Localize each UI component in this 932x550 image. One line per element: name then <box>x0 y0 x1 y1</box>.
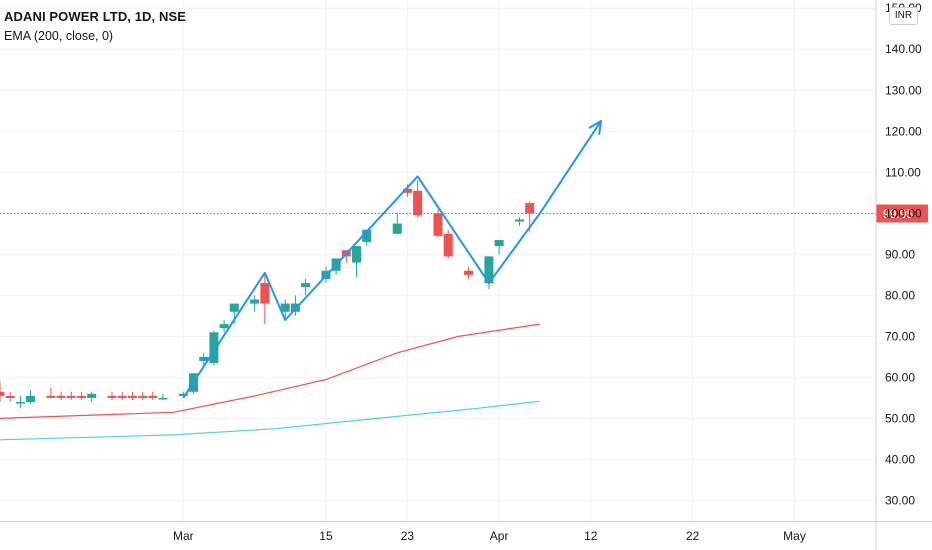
candle-body <box>250 299 260 304</box>
candle-body <box>219 324 229 329</box>
candle-body <box>56 395 66 398</box>
candle-body <box>525 203 535 214</box>
symbol-title: ADANI POWER LTD, 1D, NSE <box>4 9 187 24</box>
y-tick-label: 50.00 <box>885 411 915 425</box>
currency-button[interactable]: INR <box>889 7 918 25</box>
y-tick-label: 130.00 <box>885 83 922 97</box>
candle-body <box>158 397 168 400</box>
candle-body <box>464 270 474 275</box>
candle-body <box>362 229 372 243</box>
arrow-head <box>588 120 602 135</box>
candlestick-series <box>0 180 535 409</box>
y-tick-label: 100.00 <box>885 206 922 220</box>
y-tick-label: 60.00 <box>885 370 915 384</box>
zigzag-line <box>182 120 602 399</box>
y-tick-label: 40.00 <box>885 452 915 466</box>
candle-body <box>494 239 504 247</box>
y-tick-label: 140.00 <box>885 42 922 56</box>
candle-body <box>392 223 402 234</box>
candle-body <box>127 395 137 398</box>
candle-body <box>26 395 36 403</box>
candle-body <box>402 188 412 193</box>
candle-body <box>199 356 209 362</box>
ema-lines <box>0 323 540 441</box>
x-tick-label: 12 <box>584 529 598 543</box>
candle-body <box>0 391 5 396</box>
candle-body <box>229 303 239 312</box>
candle-body <box>107 395 117 398</box>
ema-line-cyan <box>0 400 540 441</box>
candle-body <box>148 395 158 398</box>
candle-body <box>5 395 15 398</box>
candle-body <box>301 283 311 288</box>
x-tick-label: 22 <box>686 529 700 543</box>
y-tick-label: 110.00 <box>885 165 921 179</box>
x-tick-label: 15 <box>319 529 333 543</box>
candle-body <box>260 283 270 304</box>
y-tick-label: 70.00 <box>885 329 915 343</box>
candle-body <box>15 402 25 404</box>
candle-body <box>433 213 443 236</box>
price-label: 99.95 <box>883 207 913 221</box>
last-price-line: 99.95 <box>0 204 928 223</box>
candle-body <box>443 233 453 257</box>
x-tick-label: May <box>783 529 806 543</box>
candle-body <box>76 395 86 398</box>
candle-body <box>138 395 148 398</box>
candle-body <box>352 246 362 263</box>
candle-body <box>209 332 219 364</box>
indicator-label: EMA (200, close, 0) <box>4 29 114 43</box>
grid-lines <box>0 0 876 521</box>
price-label-bg <box>876 204 928 223</box>
x-tick-label: 23 <box>401 529 415 543</box>
candle-body <box>117 395 127 398</box>
chart-legend: ADANI POWER LTD, 1D, NSE EMA (200, close… <box>4 9 186 43</box>
candle-body <box>178 393 188 396</box>
candle-body <box>46 395 56 398</box>
candle-body <box>66 395 76 398</box>
y-tick-label: 80.00 <box>885 288 915 302</box>
x-tick-label: Apr <box>490 529 509 543</box>
candle-body <box>280 303 290 312</box>
y-tick-label: 30.00 <box>885 493 915 507</box>
candle-body <box>484 256 494 284</box>
candle-body <box>87 393 97 398</box>
candle-body <box>514 219 524 222</box>
zigzag-drawing[interactable] <box>182 120 602 399</box>
y-tick-label: 120.00 <box>885 124 922 138</box>
ema-line-red <box>0 323 540 419</box>
candle-body <box>413 190 423 216</box>
x-tick-label: Mar <box>173 529 194 543</box>
y-tick-label: 90.00 <box>885 247 915 261</box>
